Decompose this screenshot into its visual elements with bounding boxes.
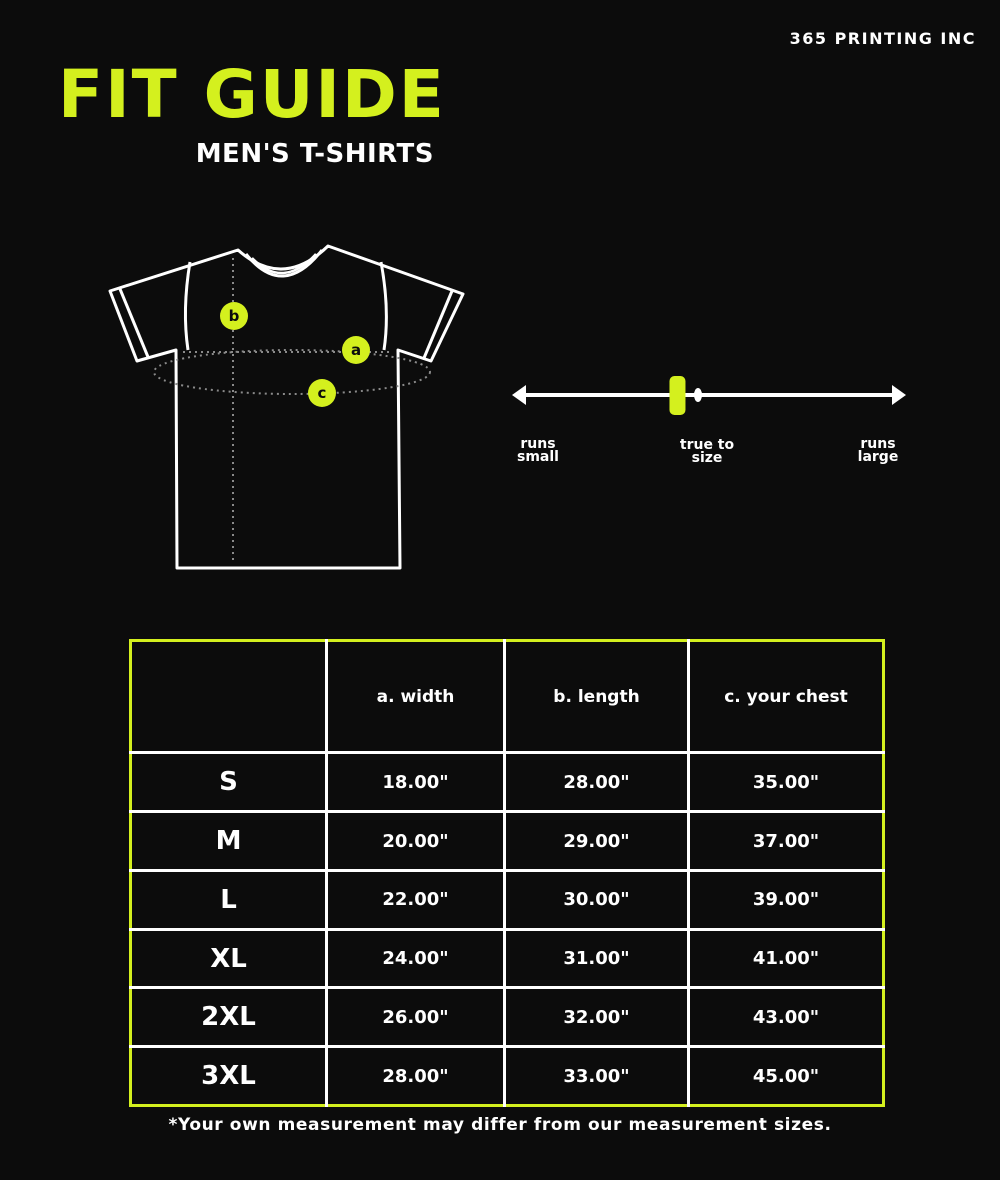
marker-b-label: b [229, 307, 240, 325]
table-row: M 20.00" 29.00" 37.00" [130, 810, 884, 872]
fit-indicator [669, 376, 686, 415]
size-cell: L [130, 868, 328, 931]
size-cell: XL [130, 927, 328, 990]
length-cell: 33.00" [503, 1045, 690, 1106]
width-cell: 18.00" [325, 751, 506, 814]
table-row: S 18.00" 28.00" 35.00" [130, 751, 884, 814]
table-row: 2XL 26.00" 32.00" 43.00" [130, 986, 884, 1049]
page-subtitle: MEN'S T-SHIRTS [195, 139, 434, 169]
footnote: *Your own measurement may differ from ou… [168, 1115, 832, 1135]
marker-c-label: c [318, 384, 327, 402]
scale-center-tick [694, 388, 702, 402]
length-cell: 28.00" [503, 751, 690, 814]
width-cell: 20.00" [325, 810, 506, 872]
width-cell: 26.00" [325, 986, 506, 1049]
size-cell: S [130, 751, 328, 814]
width-cell: 28.00" [325, 1045, 506, 1106]
marker-b [220, 302, 248, 330]
width-cell: 22.00" [325, 868, 506, 931]
size-cell: 2XL [130, 986, 328, 1049]
label-true-to-size: true to size [679, 437, 735, 466]
length-cell: 30.00" [503, 868, 690, 931]
length-cell: 29.00" [503, 810, 690, 872]
marker-c [308, 379, 336, 407]
marker-a [342, 336, 370, 364]
brand-name: 365 PRINTING INC [789, 29, 976, 48]
length-cell: 31.00" [503, 927, 690, 990]
table-row: 3XL 28.00" 33.00" 45.00" [130, 1045, 884, 1106]
arrow-left-icon [512, 385, 526, 405]
arrow-right-icon [892, 385, 906, 405]
table-header-row: a. width b. length c. your chest [130, 640, 884, 755]
table-row: L 22.00" 30.00" 39.00" [130, 868, 884, 931]
table-row: XL 24.00" 31.00" 41.00" [130, 927, 884, 990]
chest-measure-ellipse [153, 349, 431, 395]
width-cell: 24.00" [325, 927, 506, 990]
fit-scale [512, 376, 906, 415]
tshirt-outline-icon [108, 244, 465, 570]
length-cell: 32.00" [503, 986, 690, 1049]
chest-cell: 41.00" [687, 927, 884, 990]
chest-cell: 35.00" [687, 751, 884, 814]
header-length: b. length [503, 640, 690, 755]
size-cell: M [130, 810, 328, 872]
page-title: FIT GUIDE [58, 56, 446, 133]
label-runs-large: runs large [857, 436, 899, 465]
chest-cell: 39.00" [687, 868, 884, 931]
header-size [130, 640, 328, 755]
chest-cell: 43.00" [687, 986, 884, 1049]
size-cell: 3XL [130, 1045, 328, 1106]
size-table: a. width b. length c. your chest S 18.00"… [129, 639, 885, 1107]
label-runs-small: runs small [517, 436, 559, 465]
header-width: a. width [325, 640, 506, 755]
marker-a-label: a [351, 341, 361, 359]
chest-cell: 37.00" [687, 810, 884, 872]
chest-cell: 45.00" [687, 1045, 884, 1106]
header-chest: c. your chest [687, 640, 884, 755]
tshirt-diagram: b a c [108, 244, 906, 570]
